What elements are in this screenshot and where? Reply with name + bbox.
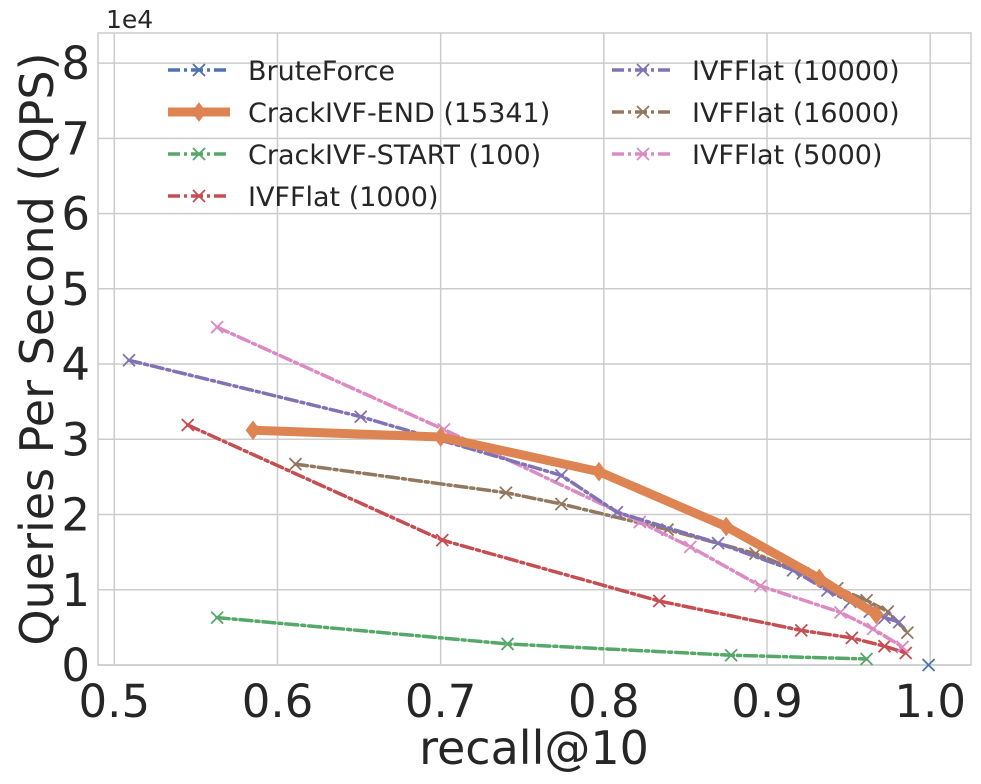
x-tick-label: 1.0 [894, 675, 966, 728]
legend-marker [191, 102, 207, 122]
y-tick-label: 1 [61, 564, 90, 617]
x-tick-label: 0.9 [731, 675, 803, 728]
data-point [899, 646, 913, 660]
series-crackivf-start-100 [210, 610, 874, 666]
legend-label: IVFFlat (1000) [248, 182, 439, 213]
data-point [683, 540, 697, 554]
series-line [248, 425, 881, 620]
data-point [591, 461, 607, 482]
x-tick-label: 0.8 [568, 675, 640, 728]
y-tick-label: 6 [61, 188, 90, 241]
x-tick-label: 0.5 [79, 675, 151, 728]
y-tick-label: 0 [61, 639, 90, 692]
legend-label: IVFFlat (10000) [692, 56, 900, 87]
data-point [845, 631, 859, 645]
data-point [499, 486, 513, 500]
legend-entry: IVFFlat (10000) [612, 56, 900, 87]
legend: BruteForce CrackIVF-END (15341) CrackIVF-S… [168, 56, 900, 213]
legend-label: IVFFlat (5000) [692, 140, 883, 171]
legend-marker [636, 147, 650, 161]
legend-marker [192, 189, 206, 203]
y-axis-label: Queries Per Second (QPS) [10, 52, 64, 645]
data-point [610, 505, 624, 519]
data-point [433, 427, 449, 447]
data-point [724, 648, 738, 662]
data-point [718, 516, 734, 537]
series-group [122, 320, 936, 672]
data-point [753, 579, 768, 593]
data-point [210, 320, 224, 334]
data-point [794, 623, 808, 638]
legend-marker [636, 105, 650, 119]
x-tick-labels: 0.5 0.6 0.7 0.8 0.9 1.0 [79, 675, 966, 728]
data-point [859, 652, 874, 666]
legend-label: BruteForce [248, 56, 395, 87]
legend-label: CrackIVF-START (100) [248, 140, 541, 171]
legend-label: IVFFlat (16000) [692, 98, 900, 129]
legend-entry: CrackIVF-END (15341) [168, 98, 550, 129]
legend-entry: CrackIVF-START (100) [168, 140, 541, 171]
y-tick-label: 2 [61, 489, 90, 542]
y-scale-label: 1e4 [106, 5, 153, 34]
y-tick-label: 5 [61, 263, 90, 316]
legend-label: CrackIVF-END (15341) [248, 98, 550, 129]
data-point [866, 622, 880, 636]
data-point [711, 536, 725, 550]
series-ivfflat-1000 [181, 418, 913, 660]
data-point [652, 594, 666, 608]
legend-marker [636, 63, 650, 77]
data-point [122, 353, 136, 367]
data-point [868, 604, 884, 625]
data-point [354, 410, 368, 424]
data-point [435, 533, 449, 547]
x-tick-label: 0.6 [242, 675, 314, 728]
x-tick-label: 0.7 [405, 675, 477, 728]
y-tick-label: 3 [61, 413, 90, 466]
y-tick-label: 4 [61, 338, 90, 391]
series-bruteforce [921, 658, 936, 672]
series-crackivf-end-15341 [245, 420, 884, 625]
data-point [833, 605, 848, 619]
legend-entry: BruteForce [168, 56, 395, 87]
y-tick-label: 7 [61, 112, 90, 165]
data-point [895, 640, 910, 654]
legend-entry: IVFFlat (1000) [168, 182, 439, 213]
data-point [181, 418, 195, 432]
legend-entry: IVFFlat (16000) [612, 98, 900, 129]
data-point [500, 637, 515, 651]
data-point [554, 468, 569, 483]
series-line [215, 615, 869, 661]
data-point [877, 639, 892, 653]
legend-entry: IVFFlat (5000) [612, 140, 883, 171]
data-point [892, 615, 906, 629]
data-point [921, 658, 936, 672]
data-point [288, 457, 303, 471]
data-point [245, 420, 261, 441]
x-axis-label: recall@10 [419, 721, 649, 775]
data-point [210, 610, 224, 625]
data-point [554, 497, 569, 511]
y-tick-labels: 0 1 2 3 4 5 6 7 8 [61, 37, 90, 692]
legend-marker [192, 147, 206, 161]
data-point [900, 626, 914, 640]
plot-frame [97, 32, 972, 666]
y-tick-label: 8 [61, 37, 90, 90]
legend-marker [192, 63, 206, 77]
data-point [811, 568, 827, 589]
grid-lines [98, 33, 971, 666]
